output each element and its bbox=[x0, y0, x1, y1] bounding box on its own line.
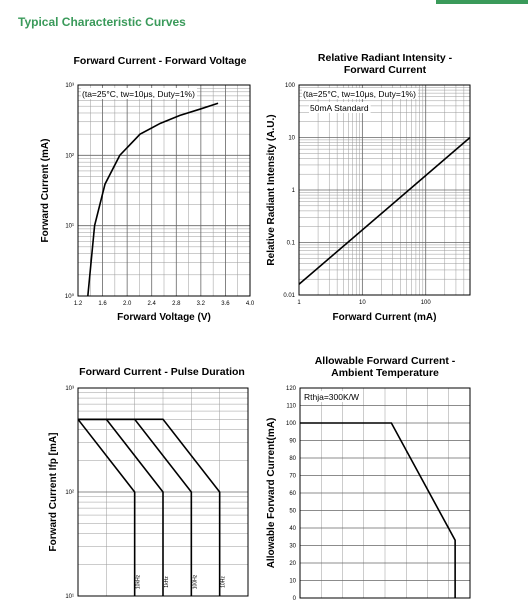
y-tick-label: 100 bbox=[286, 421, 297, 427]
y-tick-label: 10 bbox=[288, 136, 295, 142]
curve bbox=[77, 418, 136, 596]
y-axis-label: Relative Radiant Intensity (A.U.) bbox=[266, 114, 277, 265]
y-tick-label: 20 bbox=[289, 561, 296, 567]
logo-fragment bbox=[436, 0, 528, 4]
x-tick-label: 100 bbox=[421, 300, 432, 306]
plot-frame bbox=[299, 387, 471, 599]
annotation-bg bbox=[81, 88, 197, 99]
x-tick-label: 2.4 bbox=[148, 301, 157, 307]
heading: Typical Characteristic Curves bbox=[18, 15, 186, 29]
y-tick-label: 10² bbox=[65, 153, 74, 159]
y-tick-label: 120 bbox=[286, 386, 297, 392]
y-tick-label: 10 bbox=[289, 579, 296, 585]
y-tick-label: 100 bbox=[285, 83, 296, 89]
y-tick-label: 70 bbox=[289, 474, 296, 480]
x-tick-label: 2.8 bbox=[172, 301, 181, 307]
y-tick-label: 50 bbox=[289, 509, 296, 515]
y-tick-label: 90 bbox=[289, 439, 296, 445]
y-tick-label: 10² bbox=[65, 490, 74, 496]
x-axis-label: Forward Current (mA) bbox=[333, 312, 437, 323]
chart-title: Relative Radiant Intensity - bbox=[318, 52, 453, 64]
annotation: (ta=25°C, tw=10μs, Duty=1%) bbox=[82, 89, 195, 99]
annotation: Rthja=300K/W bbox=[304, 392, 359, 402]
x-tick-label: 3.2 bbox=[197, 301, 206, 307]
y-tick-label: 110 bbox=[286, 404, 296, 410]
x-tick-label: 1.2 bbox=[74, 301, 83, 307]
curve bbox=[87, 102, 219, 297]
plot-frame bbox=[298, 84, 471, 296]
x-tick-label: 1 bbox=[297, 300, 301, 306]
x-axis-label: Forward Voltage (V) bbox=[117, 312, 211, 323]
x-tick-label: 1.6 bbox=[98, 301, 107, 307]
y-tick-label: 10¹ bbox=[65, 594, 74, 600]
annotation: 50mA Standard bbox=[310, 103, 369, 113]
series-label: 100Hz bbox=[192, 574, 198, 589]
y-tick-label: 10¹ bbox=[65, 224, 74, 230]
annotation-bg bbox=[302, 88, 418, 99]
y-tick-label: 10⁰ bbox=[65, 293, 75, 300]
y-tick-label: 0.1 bbox=[287, 241, 296, 247]
chart-title: Forward Current - Pulse Duration bbox=[79, 366, 245, 378]
annotation: (ta=25°C, tw=10μs, Duty=1%) bbox=[303, 89, 416, 99]
chart-title: Forward Current bbox=[344, 64, 427, 76]
y-axis-label: Forward Current Ifp [mA] bbox=[48, 433, 59, 552]
curve bbox=[300, 422, 456, 598]
y-axis-label: Forward Current (mA) bbox=[40, 139, 51, 243]
annotation-bg bbox=[303, 391, 362, 402]
x-tick-label: 2.0 bbox=[123, 301, 132, 307]
y-tick-label: 1 bbox=[292, 188, 296, 194]
annotation-bg bbox=[309, 102, 371, 113]
y-tick-label: 10³ bbox=[65, 83, 74, 89]
y-tick-label: 0 bbox=[293, 596, 297, 601]
y-tick-label: 30 bbox=[289, 544, 296, 550]
y-axis-label: Allowable Forward Current(mA) bbox=[266, 418, 277, 569]
curve bbox=[78, 418, 221, 596]
chart-title: Forward Current - Forward Voltage bbox=[73, 55, 246, 67]
y-tick-label: 40 bbox=[289, 526, 296, 532]
y-tick-label: 10³ bbox=[65, 386, 74, 392]
y-tick-label: 80 bbox=[289, 456, 296, 462]
y-tick-label: 0.01 bbox=[283, 293, 295, 299]
series-label: 10Hz bbox=[221, 576, 227, 588]
x-tick-label: 3.6 bbox=[221, 301, 230, 307]
curve bbox=[78, 418, 164, 596]
x-tick-label: 10 bbox=[359, 300, 366, 306]
plot-frame bbox=[77, 84, 251, 297]
y-tick-label: 60 bbox=[289, 491, 296, 497]
chart-title: Ambient Temperature bbox=[331, 367, 439, 379]
series-label: 10kHz bbox=[136, 574, 142, 589]
x-tick-label: 4.0 bbox=[246, 301, 255, 307]
chart-title: Allowable Forward Current - bbox=[315, 355, 456, 367]
curve bbox=[298, 136, 471, 285]
series-label: 1kHz bbox=[164, 576, 170, 588]
